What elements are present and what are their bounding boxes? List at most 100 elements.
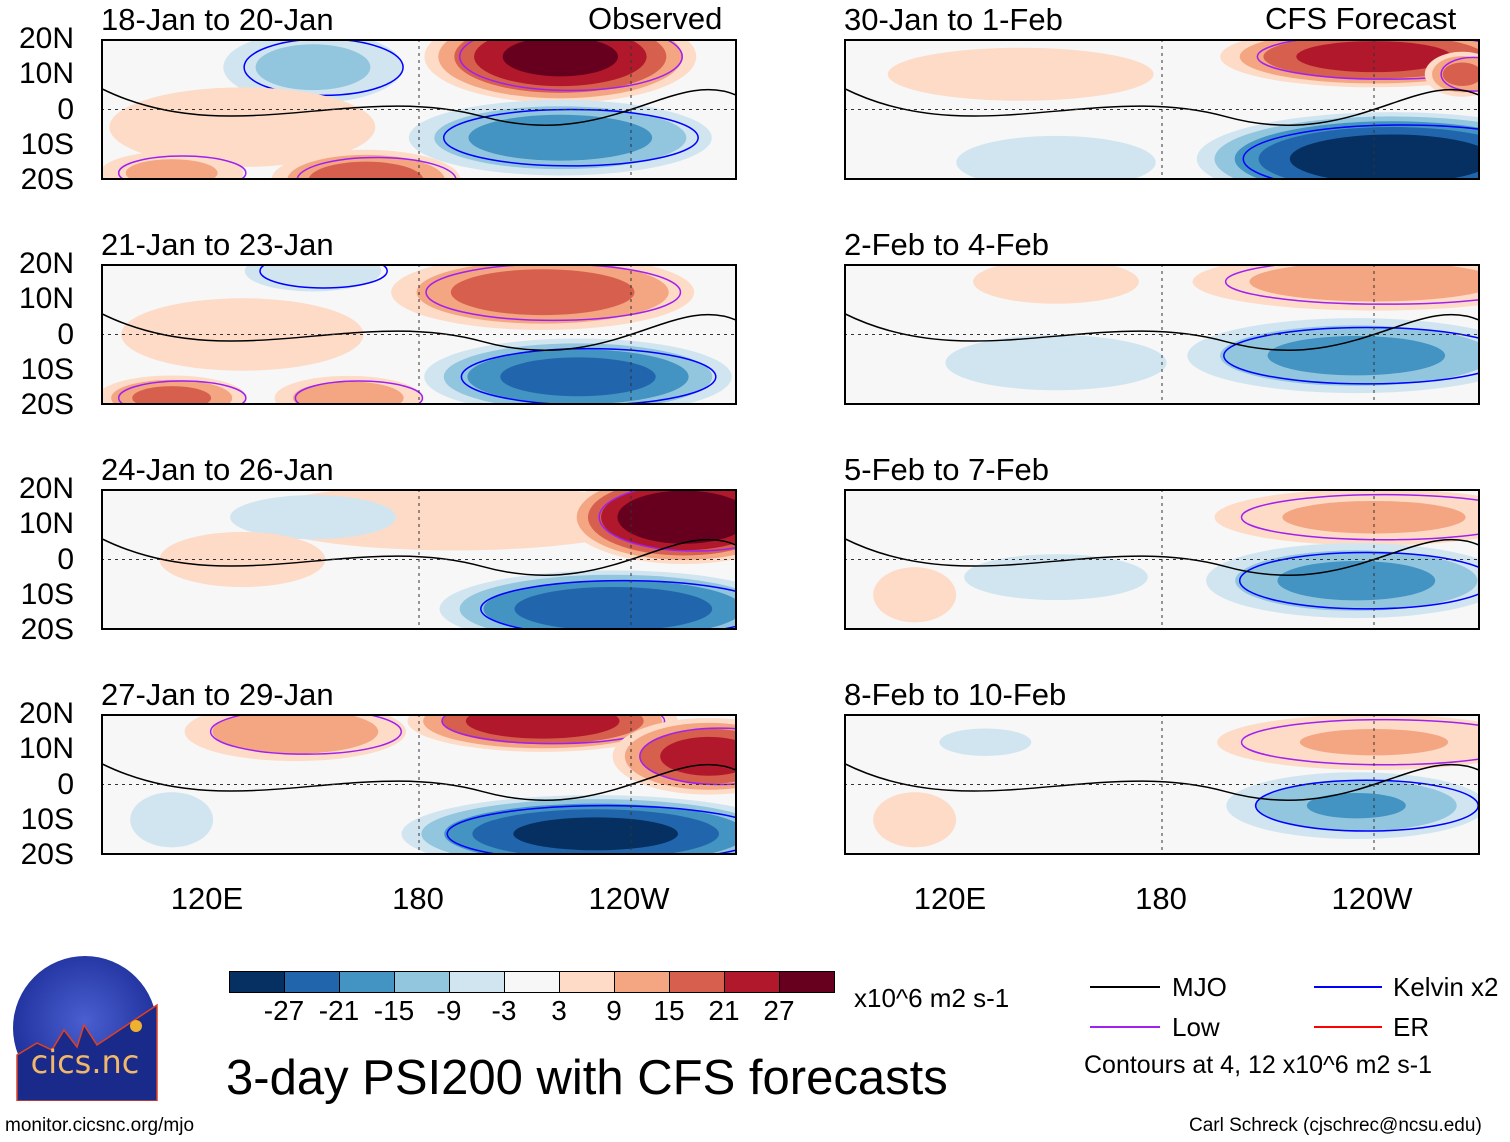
psi200-map-panel <box>101 39 737 180</box>
lat-label: 20S <box>20 388 74 421</box>
lat-label: 20N <box>18 697 74 730</box>
legend-swatch-kelvin <box>1314 986 1382 988</box>
colorbar-swatch <box>779 971 835 993</box>
panel-title: 2-Feb to 4-Feb <box>844 227 1050 262</box>
mjo-contour-line <box>844 87 1480 127</box>
legend-label-kelvin: Kelvin x2 <box>1393 972 1499 1002</box>
lat-label: 0 <box>57 92 74 126</box>
low-contour-line <box>1224 264 1480 305</box>
low-contour-line <box>1440 56 1480 92</box>
lat-label: 10N <box>18 282 74 316</box>
panel-frame <box>101 489 737 630</box>
lat-label: 10N <box>18 507 74 541</box>
mjo-contour-line <box>101 312 737 352</box>
negative-anomaly-contour <box>130 792 214 848</box>
colorbar-tick-label: 3 <box>551 995 567 1026</box>
negative-anomaly-contour <box>500 357 656 397</box>
lon-label-120e: 120E <box>913 881 987 916</box>
negative-anomaly-contour <box>956 135 1156 180</box>
low-contour-line <box>1240 718 1480 766</box>
legend-label-er: ER <box>1393 1012 1430 1042</box>
colorbar-swatch <box>504 971 560 993</box>
psi200-map-panel <box>101 714 737 855</box>
colorbar-tick-label: -27 <box>263 995 305 1026</box>
negative-anomaly-contour <box>945 335 1167 391</box>
negative-anomaly-contour <box>1306 792 1406 819</box>
colorbar-tick-label: 15 <box>653 995 685 1026</box>
legend-label-mjo: MJO <box>1172 972 1227 1002</box>
negative-anomaly-contour <box>468 114 653 161</box>
mjo-contour-line <box>101 87 737 127</box>
panel-frame <box>844 489 1480 630</box>
positive-anomaly-contour <box>293 381 404 405</box>
psi200-map-panel <box>101 489 737 630</box>
figure-title: 3-day PSI200 with CFS forecasts <box>226 1051 948 1105</box>
lat-label: 20N <box>18 472 74 505</box>
panel-frame <box>101 39 737 180</box>
low-contour-line <box>296 156 457 180</box>
legend-label-low: Low <box>1172 1012 1220 1042</box>
colorbar-tick-label: -15 <box>373 995 415 1026</box>
negative-anomaly-contour <box>964 554 1148 601</box>
negative-anomaly-contour <box>939 728 1032 756</box>
colorbar-swatch <box>284 971 340 993</box>
legend-swatch-er <box>1314 1026 1382 1028</box>
colorbar-tick-label: -21 <box>318 995 360 1026</box>
kelvin-contour-line <box>1239 551 1480 610</box>
panel-frame <box>844 264 1480 405</box>
positive-anomaly-contour <box>660 736 737 776</box>
positive-anomaly-contour <box>1442 62 1480 87</box>
lat-label: 10S <box>20 127 74 161</box>
lat-label: 10S <box>20 802 74 836</box>
lon-label-120w: 120W <box>588 881 670 916</box>
negative-anomaly-contour <box>514 586 713 630</box>
colorbar-units: x10^6 m2 s-1 <box>854 983 1010 1013</box>
panel-title: 27-Jan to 29-Jan <box>101 677 334 712</box>
positive-anomaly-contour <box>132 386 212 405</box>
panel-title: 8-Feb to 10-Feb <box>844 677 1067 712</box>
positive-anomaly-contour <box>125 159 218 180</box>
positive-anomaly-contour <box>973 264 1139 304</box>
low-contour-line <box>117 380 247 405</box>
colorbar-tick-label: -9 <box>436 995 462 1026</box>
lat-label: 10S <box>20 352 74 386</box>
psi200-map-panel <box>844 489 1480 630</box>
negative-anomaly-contour <box>230 495 396 540</box>
colorbar-tick-label: -3 <box>491 995 517 1026</box>
low-contour-line <box>441 714 666 745</box>
lat-label: 20N <box>18 22 74 55</box>
cics-logo: cics.nc <box>13 956 158 1101</box>
colorbar-swatch <box>669 971 725 993</box>
colorbar-swatch <box>394 971 450 993</box>
positive-anomaly-contour <box>887 47 1154 101</box>
lat-label: 0 <box>57 767 74 801</box>
positive-anomaly-contour <box>873 792 957 848</box>
lat-label: 0 <box>57 542 74 576</box>
panel-title: 18-Jan to 20-Jan <box>101 2 334 37</box>
lat-label: 20S <box>20 613 74 646</box>
colorbar-tick-label: 21 <box>708 995 740 1026</box>
colorbar-swatch <box>339 971 395 993</box>
positive-anomaly-contour <box>465 714 620 739</box>
mjo-contour-line <box>101 762 737 802</box>
negative-anomaly-contour <box>255 44 371 91</box>
legend-swatch-mjo <box>1090 986 1160 988</box>
kelvin-contour-line <box>243 39 404 97</box>
low-contour-line <box>117 155 247 180</box>
low-contour-line <box>425 264 682 322</box>
positive-anomaly-contour <box>308 161 424 180</box>
colorbar <box>229 971 835 993</box>
colorbar-tick-label: 9 <box>606 995 622 1026</box>
kelvin-contour-line <box>460 347 717 405</box>
lat-label: 20S <box>20 838 74 871</box>
colorbar-swatch <box>614 971 670 993</box>
panel-frame <box>844 39 1480 180</box>
lat-label: 0 <box>57 317 74 351</box>
forecast-label: CFS Forecast <box>1265 1 1457 36</box>
panel-title: 30-Jan to 1-Feb <box>844 2 1063 37</box>
colorbar-swatch <box>559 971 615 993</box>
positive-anomaly-contour <box>502 39 618 77</box>
kelvin-contour-line <box>446 804 737 855</box>
credit-text: Carl Schreck (cjschrec@ncsu.edu) <box>1189 1115 1482 1136</box>
low-contour-line <box>598 489 737 552</box>
